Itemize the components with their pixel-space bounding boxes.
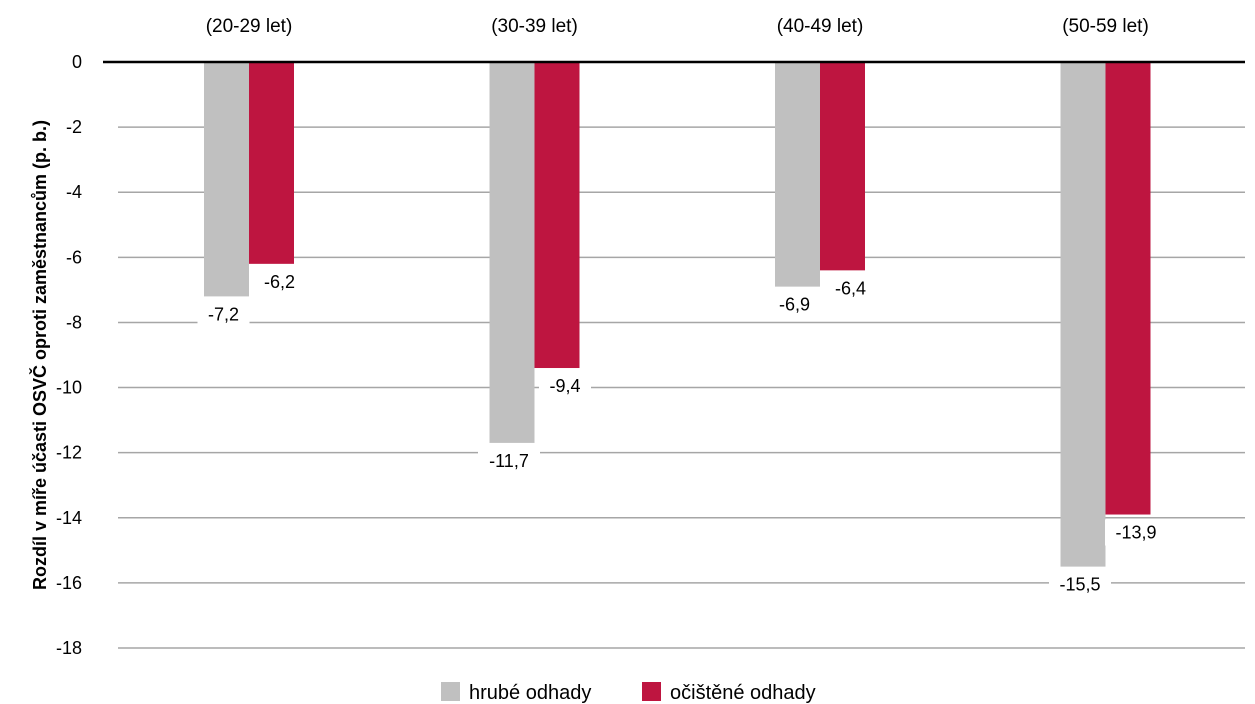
y-tick-label: -8 bbox=[66, 312, 82, 332]
data-label-bg bbox=[1105, 519, 1167, 546]
data-label: -6,4 bbox=[835, 278, 866, 298]
legend-label: hrubé odhady bbox=[469, 682, 591, 704]
legend-swatch bbox=[642, 682, 661, 701]
gridlines bbox=[118, 126, 1245, 649]
data-label: -11,7 bbox=[489, 451, 529, 471]
category-label: (40-49 let) bbox=[777, 16, 864, 37]
bar-ocistene bbox=[820, 62, 865, 271]
data-label: -7,2 bbox=[208, 304, 239, 324]
y-tick-label: -16 bbox=[56, 573, 82, 593]
data-label-bg bbox=[539, 373, 591, 400]
bar-hrube bbox=[775, 62, 820, 287]
category-label: (20-29 let) bbox=[206, 16, 293, 37]
data-label-bg bbox=[253, 268, 306, 295]
bar-hrube bbox=[1060, 62, 1106, 567]
data-label: -13,9 bbox=[1115, 523, 1156, 543]
y-tick-label: -6 bbox=[66, 247, 82, 267]
y-tick-label: -18 bbox=[56, 638, 82, 658]
data-label-bg bbox=[768, 291, 821, 318]
legend: hrubé odhady očištěné odhady bbox=[441, 682, 816, 704]
data-labels: -7,2 -11,7 -6,9 -15,5 -6,2 -9,4 -6,4 -13,9 bbox=[197, 268, 1167, 598]
legend-label: očištěné odhady bbox=[670, 682, 816, 704]
category-labels: (20-29 let) (30-39 let) (40-49 let) (50-59 … bbox=[206, 16, 1149, 37]
bar-ocistene bbox=[249, 62, 294, 264]
data-label-bg bbox=[478, 447, 540, 474]
data-label: -9,4 bbox=[549, 376, 580, 396]
bar-hrube bbox=[204, 62, 249, 297]
bar-hrube bbox=[489, 62, 535, 443]
bar-ocistene bbox=[1105, 62, 1151, 515]
category-label: (50-59 let) bbox=[1062, 16, 1149, 37]
y-tick-labels: 0 -2 -4 -6 -8 -10 -12 -14 -16 -18 bbox=[56, 52, 82, 658]
y-tick-label: 0 bbox=[72, 52, 82, 72]
bars bbox=[204, 62, 1151, 567]
data-label: -6,2 bbox=[264, 272, 295, 292]
data-label-bg bbox=[197, 301, 250, 328]
bar-ocistene bbox=[534, 62, 580, 369]
legend-swatch bbox=[441, 682, 460, 701]
y-tick-label: -2 bbox=[66, 117, 82, 137]
y-tick-label: -4 bbox=[66, 182, 82, 202]
data-label: -6,9 bbox=[779, 295, 810, 315]
y-tick-label: -14 bbox=[56, 508, 82, 528]
data-label-bg bbox=[1049, 571, 1111, 598]
y-tick-label: -10 bbox=[56, 378, 82, 398]
category-label: (30-39 let) bbox=[491, 16, 578, 37]
data-label-bg bbox=[824, 275, 877, 302]
y-tick-label: -12 bbox=[56, 443, 82, 463]
y-axis-title: Rozdíl v míře účasti OSVČ oproti zaměstn… bbox=[29, 120, 50, 590]
data-label: -15,5 bbox=[1059, 575, 1100, 595]
